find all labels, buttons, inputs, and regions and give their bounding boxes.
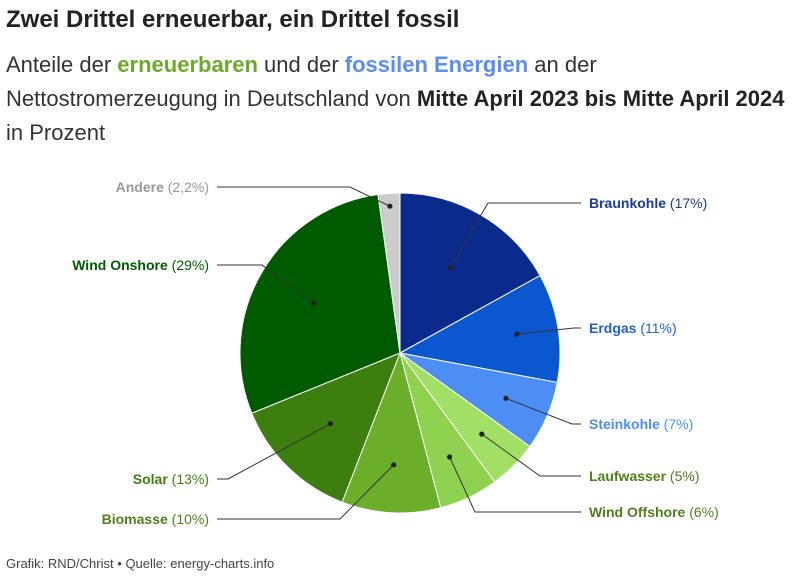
label-solar: Solar (13%) [133, 471, 209, 487]
subtitle-renewable: erneuerbaren [117, 52, 258, 77]
leader-dot-laufwasser [479, 431, 485, 437]
slice-solar [251, 352, 401, 503]
label-biomasse: Biomasse (10%) [102, 511, 209, 527]
label-name-solar: Solar [133, 471, 169, 487]
leader-dot-steinkohle [503, 395, 509, 401]
label-laufwasser: Laufwasser (5%) [589, 468, 700, 484]
label-name-laufwasser: Laufwasser [589, 468, 667, 484]
label-name-biomasse: Biomasse [102, 511, 168, 527]
label-value-wind-onshore: (29%) [168, 257, 209, 273]
slice-erdgas [399, 275, 561, 383]
label-braunkohle: Braunkohle (17%) [589, 195, 707, 211]
subtitle-text-1: Anteile der [6, 52, 118, 77]
leader-dot-solar [327, 421, 333, 427]
footer-separator: • [117, 556, 122, 571]
label-name-wind-offshore: Wind Offshore [589, 504, 686, 520]
footer: Grafik: RND/Christ • Quelle: energy-char… [6, 556, 274, 571]
label-wind-offshore: Wind Offshore (6%) [589, 504, 719, 520]
label-value-laufwasser: (5%) [666, 468, 699, 484]
slice-andere [377, 192, 401, 354]
leader-dot-andere [387, 203, 393, 209]
subtitle-fossil: fossilen Energien [344, 52, 529, 77]
label-andere: Andere (2,2%) [116, 179, 209, 195]
leader-dot-wind-onshore [311, 300, 317, 306]
leader-line-braunkohle [449, 202, 581, 268]
label-steinkohle: Steinkohle (7%) [589, 416, 693, 432]
slice-biomasse [341, 352, 442, 514]
label-value-andere: (2,2%) [164, 179, 209, 195]
leader-dot-erdgas [514, 331, 520, 337]
chart-title: Zwei Drittel erneuerbar, ein Drittel fos… [6, 6, 460, 33]
label-value-wind-offshore: (6%) [685, 504, 718, 520]
leader-line-steinkohle [505, 397, 581, 425]
leader-line-erdgas [516, 327, 581, 335]
leader-dot-wind-offshore [447, 454, 453, 460]
label-name-braunkohle: Braunkohle [589, 195, 666, 211]
footer-credit: Grafik: RND/Christ [6, 556, 114, 571]
leader-line-solar [217, 423, 331, 480]
label-name-erdgas: Erdgas [589, 320, 637, 336]
label-value-steinkohle: (7%) [660, 416, 693, 432]
chart-subtitle: Anteile der erneuerbaren und der fossile… [6, 48, 796, 150]
label-value-braunkohle: (17%) [666, 195, 707, 211]
subtitle-period: Mitte April 2023 bis Mitte April 2024 [416, 86, 785, 111]
leader-line-wind-offshore [449, 456, 581, 513]
subtitle-text-4: in Prozent [6, 120, 106, 145]
leader-line-wind-onshore [217, 264, 315, 304]
leader-dot-braunkohle [447, 265, 453, 271]
leader-line-andere [217, 186, 391, 207]
leader-line-laufwasser [481, 433, 581, 477]
label-value-biomasse: (10%) [168, 511, 209, 527]
label-name-wind-onshore: Wind Onshore [72, 257, 168, 273]
label-value-solar: (13%) [168, 471, 209, 487]
label-wind-onshore: Wind Onshore (29%) [72, 257, 209, 273]
leader-dot-biomasse [391, 462, 397, 468]
label-name-steinkohle: Steinkohle [589, 416, 660, 432]
label-value-erdgas: (11%) [636, 320, 676, 336]
label-name-andere: Andere [116, 179, 164, 195]
subtitle-text-3: an der Nettostromerzeugung in Deutschlan… [6, 52, 597, 111]
subtitle-text-2: und der [257, 52, 345, 77]
label-erdgas: Erdgas (11%) [589, 320, 677, 336]
slice-wind-onshore [239, 194, 401, 414]
leader-line-biomasse [217, 464, 395, 520]
footer-source: Quelle: energy-charts.info [125, 556, 275, 571]
